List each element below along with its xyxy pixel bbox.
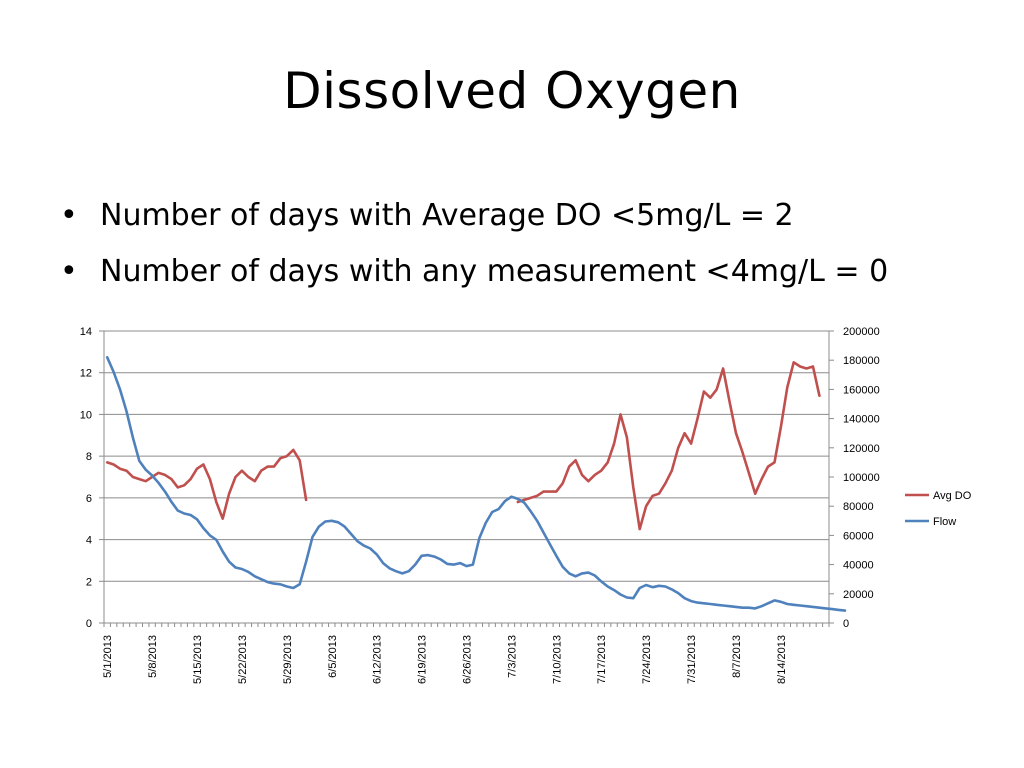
y-tick-label-right: 60000 [843,530,874,542]
x-tick-label: 7/24/2013 [641,635,653,684]
y-tick-label-left: 0 [86,618,92,630]
x-tick-label: 5/15/2013 [192,635,204,684]
y-tick-label-right: 200000 [843,326,880,338]
x-tick-label: 6/5/2013 [327,635,339,678]
legend-label: Flow [933,516,956,528]
bullet-icon: • [60,198,78,233]
x-tick-label: 6/26/2013 [462,635,474,684]
x-tick-label: 5/22/2013 [237,635,249,684]
y-tick-label-right: 100000 [843,472,880,484]
x-tick-label: 7/31/2013 [686,635,698,684]
y-tick-label-right: 20000 [843,589,874,601]
x-tick-label: 7/10/2013 [551,635,563,684]
y-tick-label-left: 10 [80,409,92,421]
y-tick-label-right: 120000 [843,443,880,455]
x-tick-label: 6/12/2013 [372,635,384,684]
series-line-avg-do [105,448,308,521]
y-tick-label-left: 6 [86,493,92,505]
bullet-icon: • [60,254,78,289]
series-line-avg-do [516,360,821,531]
y-tick-label-left: 8 [86,451,92,463]
bullet-text: Number of days with Average DO <5mg/L = … [100,198,794,233]
y-tick-label-right: 180000 [843,355,880,367]
bullet-text: Number of days with any measurement <4mg… [100,254,889,289]
y-tick-label-right: 80000 [843,501,874,513]
y-tick-label-right: 140000 [843,414,880,426]
x-tick-label: 7/17/2013 [596,635,608,684]
x-tick-label: 6/19/2013 [417,635,429,684]
y-tick-label-left: 12 [80,368,92,380]
x-tick-label: 5/1/2013 [102,635,114,678]
x-tick-label: 8/7/2013 [731,635,743,678]
y-tick-label-right: 40000 [843,560,874,572]
y-tick-label-left: 2 [86,576,92,588]
y-tick-label-left: 4 [86,535,92,547]
slide-title: Dissolved Oxygen [283,62,741,120]
series-line-flow [105,355,847,612]
x-tick-label: 7/3/2013 [506,635,518,678]
bullet-list: • Number of days with Average DO <5mg/L … [58,188,888,300]
y-tick-label-right: 160000 [843,384,880,396]
x-tick-label: 5/8/2013 [147,635,159,678]
bullet-item: • Number of days with Average DO <5mg/L … [58,188,888,244]
y-tick-label-left: 14 [80,326,92,338]
x-tick-label: 8/14/2013 [776,635,788,684]
y-tick-label-right: 0 [843,618,849,630]
x-tick-label: 5/29/2013 [282,635,294,684]
legend-label: Avg DO [933,490,972,502]
bullet-item: • Number of days with any measurement <4… [58,244,888,300]
